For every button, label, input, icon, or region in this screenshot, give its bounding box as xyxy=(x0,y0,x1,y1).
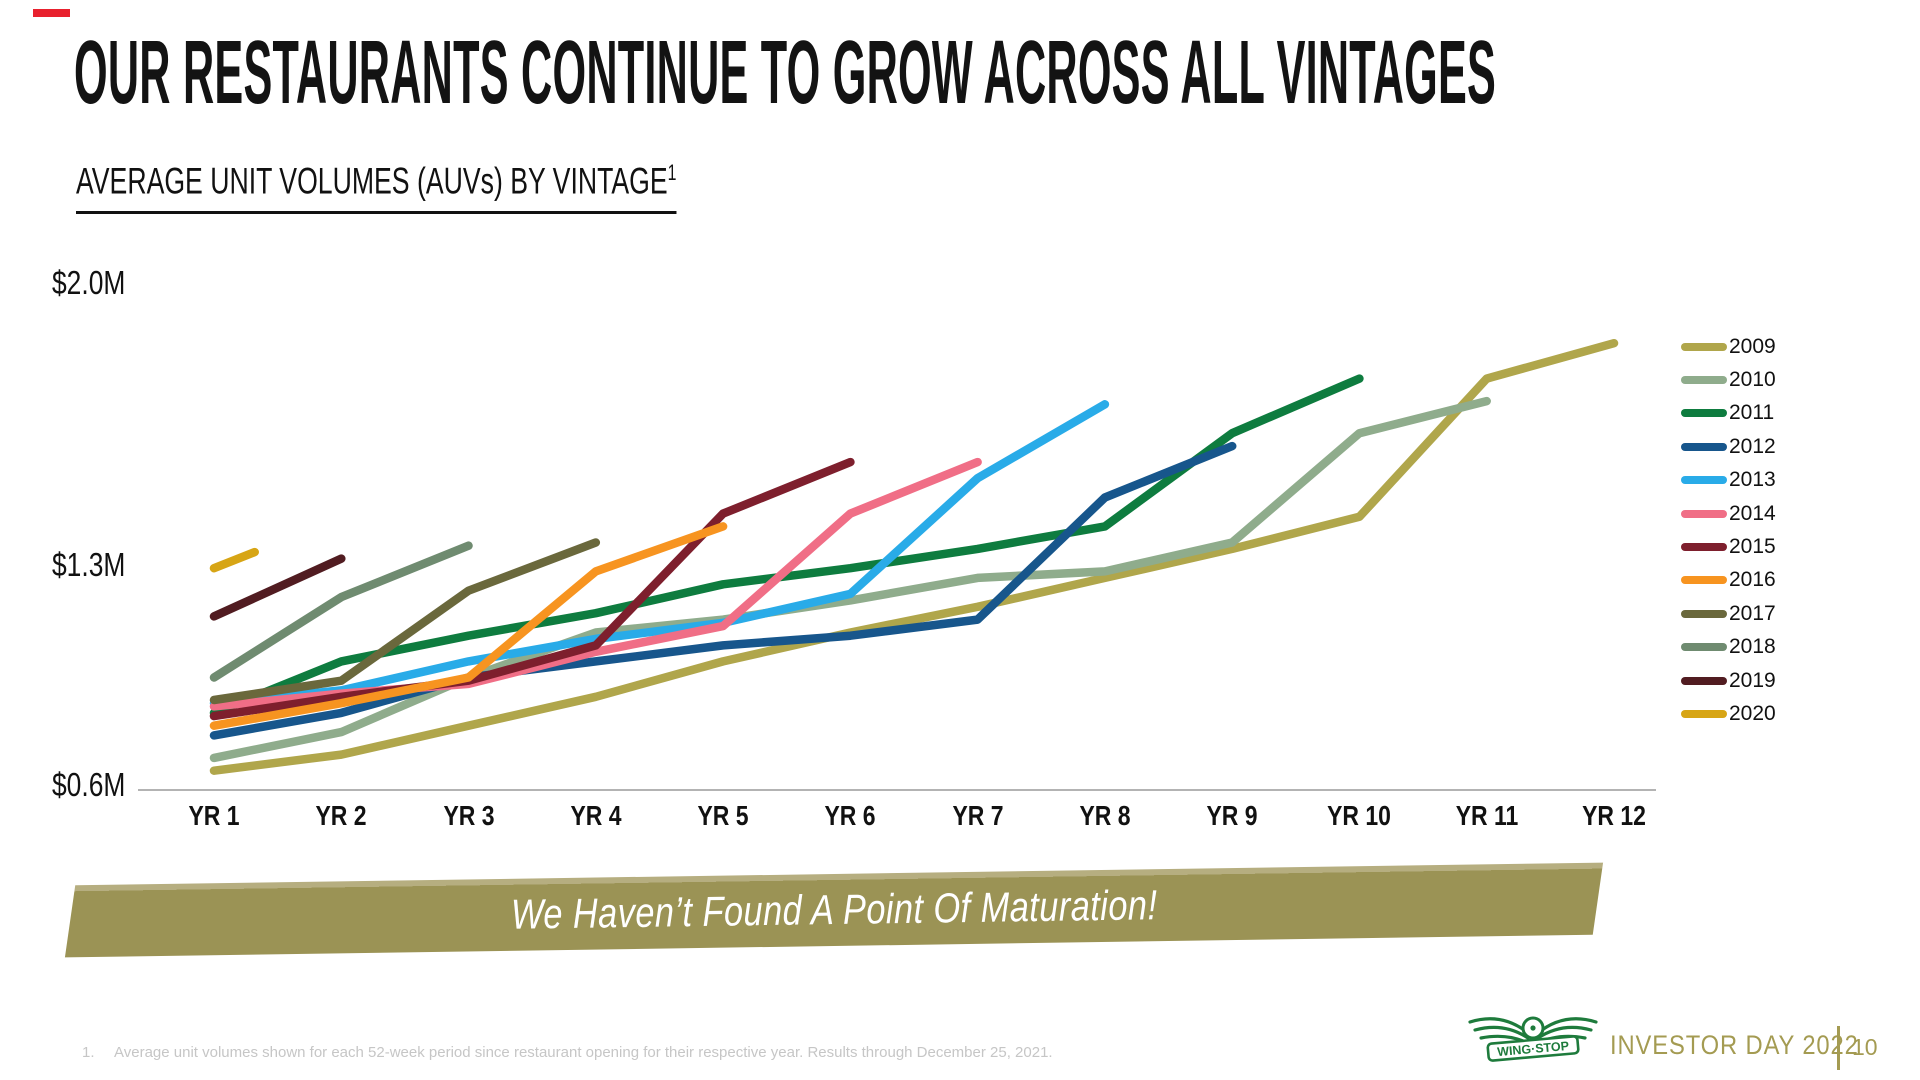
x-axis-label-10: YR 10 xyxy=(1327,800,1392,831)
legend-label-2012: 2012 xyxy=(1729,434,1776,458)
legend-item-2012: 2012 xyxy=(1681,430,1776,463)
x-axis-label-12: YR 12 xyxy=(1582,800,1646,831)
legend-item-2011: 2011 xyxy=(1681,397,1776,430)
legend-swatch-2011 xyxy=(1681,409,1727,418)
legend-swatch-2013 xyxy=(1681,476,1727,485)
legend-label-2016: 2016 xyxy=(1729,568,1776,592)
legend-item-2019: 2019 xyxy=(1681,664,1776,697)
legend-item-2009: 2009 xyxy=(1681,330,1776,363)
series-line-2015 xyxy=(209,457,855,721)
footnote-text: Average unit volumes shown for each 52-w… xyxy=(114,1044,1053,1061)
legend-label-2017: 2017 xyxy=(1729,601,1776,625)
series-line-2019 xyxy=(209,554,346,621)
legend-label-2018: 2018 xyxy=(1729,635,1776,659)
series-line-2014 xyxy=(209,457,982,711)
legend-swatch-2015 xyxy=(1681,543,1727,552)
x-axis-label-5: YR 5 xyxy=(697,800,749,831)
y-tick-label-1-3m: $1.3M xyxy=(52,546,126,583)
legend-swatch-2010 xyxy=(1681,376,1727,385)
x-axis-labels: YR 1 YR 2 YR 3 YR 4 YR 5 YR 6 YR 7 YR 8 YR 9 YR 1… xyxy=(0,800,1920,840)
y-tick-label-2-0m: $2.0M xyxy=(52,264,126,301)
legend-item-2015: 2015 xyxy=(1681,530,1776,563)
x-axis-label-1: YR 1 xyxy=(188,800,240,831)
legend-item-2013: 2013 xyxy=(1681,464,1776,497)
wingstop-logo: WING·STOP xyxy=(1468,1016,1598,1062)
legend-label-2009: 2009 xyxy=(1729,334,1776,358)
y-tick-label-0-6m: $0.6M xyxy=(52,766,126,803)
series-line-2020 xyxy=(209,547,259,573)
chart-subtitle-text: AVERAGE UNIT VOLUMES (AUVs) BY VINTAGE xyxy=(76,160,668,202)
page-number: 10 xyxy=(1852,1034,1878,1060)
footnote-number: 1. xyxy=(82,1044,95,1061)
footer-brand-text: INVESTOR DAY 2022 xyxy=(1610,1030,1859,1060)
legend-item-2016: 2016 xyxy=(1681,564,1776,597)
legend-swatch-2017 xyxy=(1681,609,1727,618)
banner-text: We Haven’t Found A Point Of Maturation! xyxy=(510,881,1158,938)
x-axis-label-8: YR 8 xyxy=(1079,800,1131,831)
legend-swatch-2019 xyxy=(1681,676,1727,685)
legend-swatch-2016 xyxy=(1681,576,1727,585)
legend-swatch-2014 xyxy=(1681,509,1727,518)
legend-item-2017: 2017 xyxy=(1681,597,1776,630)
legend-label-2020: 2020 xyxy=(1729,701,1776,725)
series-line-2016 xyxy=(209,522,728,730)
legend-label-2014: 2014 xyxy=(1729,501,1776,525)
x-axis-label-9: YR 9 xyxy=(1206,800,1258,831)
x-axis-label-3: YR 3 xyxy=(443,800,495,831)
series-line-2011 xyxy=(209,374,1364,718)
banner-ribbon: We Haven’t Found A Point Of Maturation! xyxy=(64,862,1604,958)
legend-swatch-2018 xyxy=(1681,643,1727,652)
legend-swatch-2020 xyxy=(1681,709,1727,718)
series-line-2018 xyxy=(209,541,473,682)
chart-subtitle: AVERAGE UNIT VOLUMES (AUVs) BY VINTAGE1 xyxy=(76,160,677,215)
footer-divider xyxy=(1837,1026,1840,1070)
series-line-2010 xyxy=(209,396,1491,763)
slide-accent-dash xyxy=(33,9,70,17)
series-line-2012 xyxy=(209,441,1237,740)
x-axis-label-4: YR 4 xyxy=(570,800,622,831)
legend-item-2010: 2010 xyxy=(1681,363,1776,396)
legend-label-2015: 2015 xyxy=(1729,535,1776,559)
x-axis-label-6: YR 6 xyxy=(824,800,876,831)
legend-label-2019: 2019 xyxy=(1729,668,1776,692)
chart-subtitle-wrap: AVERAGE UNIT VOLUMES (AUVs) BY VINTAGE1 xyxy=(76,160,677,215)
x-axis-label-7: YR 7 xyxy=(952,800,1004,831)
series-line-2017 xyxy=(209,538,601,705)
legend-label-2011: 2011 xyxy=(1729,401,1775,425)
x-axis-label-2: YR 2 xyxy=(315,800,367,831)
legend-item-2014: 2014 xyxy=(1681,497,1776,530)
series-line-2013 xyxy=(209,400,1110,708)
chart-legend: 2009 2010 2011 2012 2013 2014 2015 2016 2017 2018… xyxy=(1681,330,1776,731)
series-line-2009 xyxy=(209,338,1619,775)
legend-label-2013: 2013 xyxy=(1729,468,1776,492)
x-axis-line xyxy=(138,789,1656,791)
legend-swatch-2009 xyxy=(1681,342,1727,351)
slide-title: OUR RESTAURANTS CONTINUE TO GROW ACROSS … xyxy=(74,23,1497,123)
logo-text: WING·STOP xyxy=(1497,1039,1570,1059)
legend-item-2020: 2020 xyxy=(1681,697,1776,730)
legend-swatch-2012 xyxy=(1681,442,1727,451)
x-axis-label-11: YR 11 xyxy=(1455,800,1518,831)
legend-item-2018: 2018 xyxy=(1681,631,1776,664)
footnote-marker: 1 xyxy=(667,160,677,185)
legend-label-2010: 2010 xyxy=(1729,368,1776,392)
